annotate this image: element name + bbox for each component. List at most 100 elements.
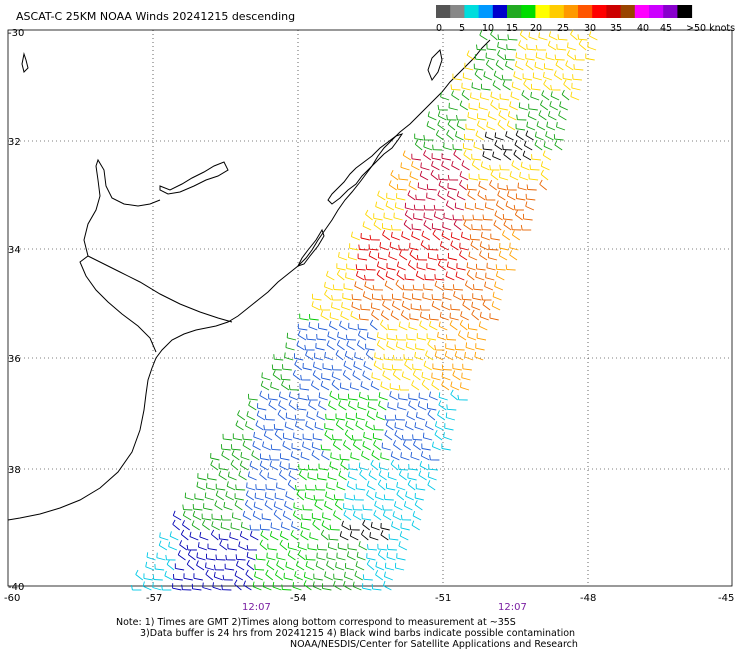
wind-barb-staff <box>442 369 452 371</box>
wind-barb-staff <box>300 534 309 541</box>
wind-barb-staff <box>291 447 301 451</box>
wind-barb-staff <box>378 474 387 481</box>
wind-barb-flag <box>441 380 445 386</box>
wind-barb-flag <box>511 160 515 166</box>
wind-barb-flag <box>346 551 350 557</box>
wind-barb-flag <box>254 571 257 577</box>
wind-barb-staff <box>329 325 338 331</box>
wind-barb-staff <box>479 325 488 331</box>
wind-barb-staff <box>425 425 434 431</box>
wind-barb-staff <box>312 523 320 531</box>
wind-barb-staff <box>368 474 377 481</box>
wind-barb-flag <box>405 491 408 497</box>
wind-barb-flag <box>235 560 239 566</box>
legend-swatch <box>634 5 650 18</box>
wind-barb-staff <box>453 288 463 291</box>
wind-barb-staff <box>390 387 400 391</box>
wind-barb-staff <box>399 254 408 261</box>
wind-barb-flag <box>226 481 229 487</box>
wind-barb-staff <box>298 468 309 471</box>
wind-barb-flag <box>428 391 432 397</box>
wind-barb-staff <box>450 393 458 401</box>
wind-barb-flag <box>345 420 348 426</box>
wind-barb-staff <box>437 414 446 421</box>
wind-barb-staff <box>382 234 391 241</box>
wind-barb-flag <box>365 349 370 355</box>
wind-barb-staff <box>279 474 287 481</box>
wind-barb-staff <box>340 464 349 471</box>
wind-barb-flag <box>204 492 207 498</box>
wind-barb-staff <box>280 535 289 541</box>
wind-barb-flag <box>378 470 382 476</box>
wind-barb-flag <box>421 230 425 236</box>
wind-barb-staff <box>514 144 523 151</box>
wind-barb-staff <box>308 404 317 411</box>
wind-barb-flag <box>388 180 392 186</box>
wind-barb-flag <box>386 544 389 550</box>
wind-barb-flag <box>263 430 267 436</box>
wind-barb-flag <box>456 120 460 126</box>
wind-barb-staff <box>490 33 498 41</box>
wind-barb-staff <box>506 269 516 271</box>
wind-barb-staff <box>312 374 321 381</box>
wind-barb-flag <box>285 491 288 497</box>
wind-barb-staff <box>265 496 274 501</box>
wind-barb-flag <box>276 560 280 566</box>
wind-barb-flag <box>380 319 384 325</box>
wind-barb-staff <box>407 194 416 201</box>
wind-barb-flag <box>303 580 307 585</box>
wind-barb-staff <box>336 557 346 561</box>
wind-barb-flag <box>191 520 195 526</box>
wind-barb-staff <box>386 197 396 201</box>
wind-barb-flag <box>450 381 453 387</box>
wind-barb-staff <box>254 497 264 501</box>
wind-barb-staff <box>539 183 547 191</box>
wind-barb-staff <box>343 287 353 291</box>
wind-barb-flag <box>318 400 321 406</box>
wind-barb-staff <box>234 497 244 501</box>
wind-barb-staff <box>380 534 389 541</box>
wind-barb-staff <box>523 83 531 91</box>
wind-barb-staff <box>574 68 584 71</box>
wind-barb-staff <box>459 254 468 261</box>
wind-barb-staff <box>423 365 433 371</box>
wind-barb-staff <box>338 398 348 401</box>
wind-barb-staff <box>409 247 419 251</box>
wind-barb-staff <box>347 548 357 551</box>
wind-barb-staff <box>248 404 257 411</box>
wind-barb-staff <box>282 515 292 521</box>
wind-barb-staff <box>185 497 194 501</box>
wind-barb-flag <box>240 452 243 458</box>
wind-barb-staff <box>411 235 420 241</box>
wind-barb-flag <box>451 160 454 166</box>
wind-barb-staff <box>335 504 343 511</box>
wind-barb-staff <box>282 445 291 451</box>
wind-barb-flag <box>548 31 552 37</box>
wind-barb-staff <box>431 305 441 311</box>
wind-barb-flag <box>482 151 485 157</box>
wind-barb-flag <box>300 530 304 536</box>
wind-barb-flag <box>284 421 287 427</box>
wind-barb-staff <box>276 557 286 561</box>
wind-barb-flag <box>205 562 207 568</box>
wind-barb-flag <box>349 382 352 388</box>
wind-barb-staff <box>172 587 182 591</box>
wind-barb-staff <box>396 197 406 201</box>
wind-barb-staff <box>531 158 541 161</box>
wind-barb-staff <box>378 405 387 411</box>
wind-barb-staff <box>418 474 427 481</box>
wind-barb-flag <box>373 510 377 515</box>
wind-barb-staff <box>393 444 401 451</box>
wind-barb-flag <box>341 302 343 308</box>
wind-barb-staff <box>391 236 400 241</box>
wind-barb-staff <box>348 256 358 261</box>
wind-barb-flag <box>383 494 386 500</box>
wind-barb-staff <box>340 315 349 321</box>
wind-barb-staff <box>314 357 324 361</box>
wind-barb-flag <box>246 410 249 417</box>
wind-barb-staff <box>529 178 539 181</box>
lat-label-36: 36 <box>8 354 21 365</box>
wind-barb-flag <box>297 330 301 336</box>
wind-barb-staff <box>455 135 464 141</box>
wind-barb-staff <box>570 33 578 41</box>
